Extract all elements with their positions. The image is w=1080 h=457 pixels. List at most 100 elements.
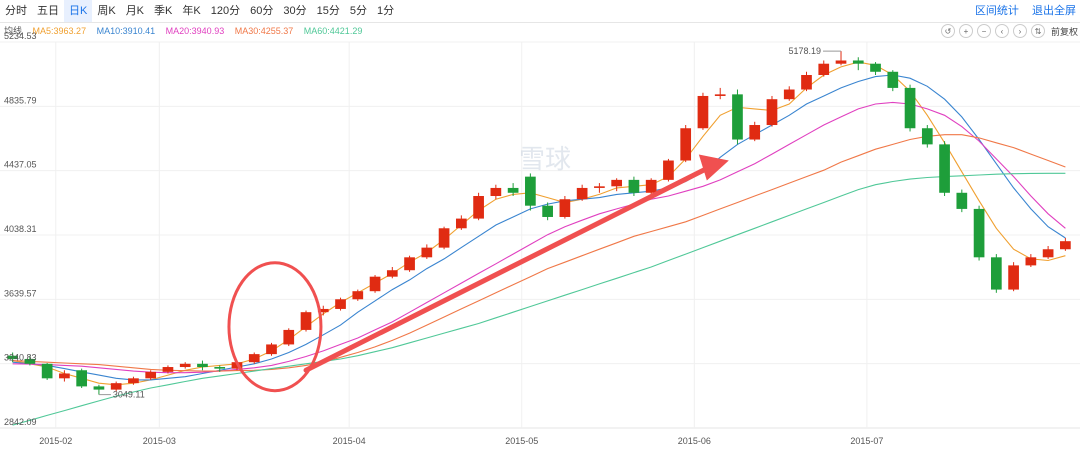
tab-8[interactable]: 60分 <box>250 5 274 17</box>
prev-icon[interactable]: ‹ <box>994 24 1009 38</box>
candle-body <box>421 247 433 258</box>
candle-body <box>41 363 53 379</box>
tab-1[interactable]: 五日 <box>37 5 59 17</box>
candle-body <box>697 95 709 129</box>
candle-body <box>248 354 260 363</box>
x-tick-label: 2015-02 <box>39 436 72 446</box>
legend-ma5: MA5:3963.27 <box>32 26 87 36</box>
candle-body <box>369 276 381 292</box>
chart-toolbar: ↺ + − ‹ › ⇅ 前复权 <box>937 24 1078 38</box>
x-tick-label: 2015-07 <box>850 436 883 446</box>
watermark: 雪球 <box>519 145 571 175</box>
divider <box>0 22 1080 23</box>
tab-11[interactable]: 5分 <box>349 5 367 17</box>
candle-body <box>766 99 778 126</box>
tab-0[interactable]: 分时 <box>5 5 27 17</box>
tab-4[interactable]: 月K <box>125 5 145 17</box>
tab-10[interactable]: 15分 <box>316 5 340 17</box>
candle-body <box>386 270 398 277</box>
x-tick-label: 2015-06 <box>678 436 711 446</box>
legend-ma60: MA60:4421.29 <box>303 26 363 36</box>
candle-body <box>525 176 536 206</box>
candle-body <box>145 371 157 379</box>
candle-body <box>162 367 174 372</box>
tab-6[interactable]: 年K <box>182 5 201 17</box>
candle-body <box>939 144 950 193</box>
candle-body <box>594 186 605 188</box>
candle-body <box>197 363 208 368</box>
tab-7[interactable]: 120分 <box>210 5 241 17</box>
candle-body <box>749 125 761 140</box>
exit-fullscreen-link[interactable]: 退出全屏 <box>1032 5 1076 17</box>
x-tick-label: 2015-04 <box>333 436 366 446</box>
candle-body <box>283 329 295 345</box>
y-tick-label: 3240.83 <box>4 353 37 363</box>
candle-body <box>818 63 830 75</box>
candle-body <box>559 199 571 217</box>
candle-body <box>956 192 968 209</box>
high-label: 5178.19 <box>788 46 821 56</box>
candle-body <box>214 367 226 369</box>
candle-body <box>7 355 18 359</box>
candle-body <box>317 308 329 313</box>
y-tick-label: 4437.05 <box>4 160 37 170</box>
tab-5[interactable]: 季K <box>154 5 173 17</box>
candle-body <box>352 291 364 300</box>
candle-body <box>404 257 415 271</box>
candle-body <box>576 187 588 200</box>
tab-2[interactable]: 日K <box>64 0 93 22</box>
top-right-links: 区间统计 退出全屏 <box>965 0 1076 22</box>
candle-body <box>990 257 1002 290</box>
candle-body <box>438 228 450 248</box>
tab-3[interactable]: 周K <box>97 5 116 17</box>
annotation-arrow-shaft <box>303 164 714 373</box>
tab-12[interactable]: 1分 <box>376 5 395 17</box>
adjust-label: 前复权 <box>1050 26 1078 37</box>
candle-body <box>300 312 312 330</box>
annotation-circle <box>227 261 323 393</box>
candle-body <box>93 386 105 390</box>
x-tick-label: 2015-03 <box>143 436 176 446</box>
candle-body <box>645 179 657 193</box>
candle-body <box>611 179 623 187</box>
annotation-arrow-head <box>698 154 729 181</box>
candle-body <box>24 358 36 364</box>
ma-legend: 均线 MA5:3963.27 MA10:3910.41 MA20:3940.93… <box>4 24 370 37</box>
candle-body <box>714 94 726 96</box>
legend-ma10: MA10:3910.41 <box>96 26 156 36</box>
candle-body <box>335 299 346 309</box>
candle-body <box>490 187 502 197</box>
candle-body <box>732 94 743 140</box>
x-tick-label: 2015-05 <box>505 436 538 446</box>
candle-body <box>904 87 916 129</box>
legend-title: 均线 <box>4 26 23 36</box>
candle-body <box>870 63 881 72</box>
candle-body <box>473 196 484 219</box>
undo-icon[interactable]: ↺ <box>940 24 955 38</box>
tab-9[interactable]: 30分 <box>283 5 307 17</box>
low-label: 3049.11 <box>113 390 145 400</box>
legend-ma20: MA20:3940.93 <box>165 26 225 36</box>
ma60-line <box>12 172 1066 426</box>
candle-body <box>1060 241 1071 250</box>
candle-body <box>507 187 519 193</box>
zoom-out-icon[interactable]: − <box>976 24 991 38</box>
candle-body <box>1008 265 1019 290</box>
range-stats-link[interactable]: 区间统计 <box>974 5 1019 17</box>
next-icon[interactable]: › <box>1012 24 1027 38</box>
candle-body <box>663 160 674 180</box>
candle-body <box>852 60 864 64</box>
y-tick-label: 4038.31 <box>4 224 37 234</box>
y-tick-label: 2842.09 <box>4 417 37 427</box>
legend-ma30: MA30:4255.37 <box>234 26 294 36</box>
candle-body <box>921 128 933 145</box>
candle-body <box>887 71 899 88</box>
candle-body <box>628 179 640 193</box>
candle-body <box>266 344 277 355</box>
adjust-icon[interactable]: ⇅ <box>1030 24 1045 38</box>
y-tick-label: 4835.79 <box>4 95 37 105</box>
candle-body <box>835 60 847 64</box>
zoom-in-icon[interactable]: + <box>958 24 973 38</box>
candle-body <box>973 208 985 258</box>
